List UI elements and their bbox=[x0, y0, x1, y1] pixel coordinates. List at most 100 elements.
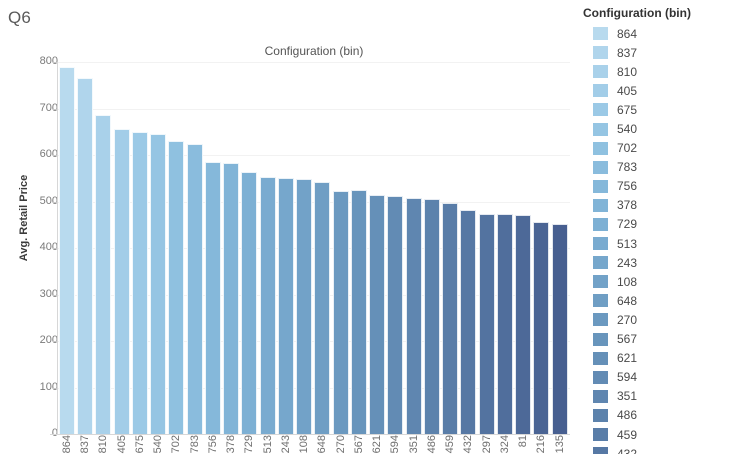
legend-item-label: 621 bbox=[617, 351, 638, 366]
legend-item-label: 351 bbox=[617, 389, 638, 404]
x-tick-label: 81 bbox=[517, 435, 530, 448]
legend-swatch-icon bbox=[593, 351, 608, 365]
worksheet-title: Q6 bbox=[8, 8, 32, 27]
bar[interactable] bbox=[186, 143, 203, 434]
x-tick-label: 216 bbox=[535, 435, 548, 454]
bar[interactable] bbox=[77, 77, 94, 434]
legend-item-label: 459 bbox=[617, 427, 638, 442]
legend-item[interactable]: 648 bbox=[583, 291, 736, 310]
bar[interactable] bbox=[296, 179, 313, 434]
legend-item[interactable]: 432 bbox=[583, 444, 736, 454]
legend-item[interactable]: 486 bbox=[583, 406, 736, 425]
legend-item[interactable]: 810 bbox=[583, 62, 736, 81]
legend-item-label: 594 bbox=[617, 370, 638, 385]
legend[interactable]: Configuration (bin) 864 837 810 405 675 540 70… bbox=[583, 6, 736, 454]
legend-item[interactable]: 756 bbox=[583, 177, 736, 196]
bar[interactable] bbox=[204, 162, 221, 434]
x-tick-label: 297 bbox=[480, 435, 493, 454]
bar[interactable] bbox=[113, 128, 130, 434]
legend-item-label: 378 bbox=[617, 198, 638, 213]
legend-item-label: 108 bbox=[617, 274, 638, 289]
legend-item[interactable]: 837 bbox=[583, 43, 736, 62]
legend-item[interactable]: 270 bbox=[583, 310, 736, 329]
bar[interactable] bbox=[551, 223, 568, 434]
x-tick-label: 243 bbox=[279, 435, 292, 454]
legend-item[interactable]: 783 bbox=[583, 158, 736, 177]
legend-item[interactable]: 243 bbox=[583, 253, 736, 272]
bar[interactable] bbox=[369, 195, 386, 434]
legend-item[interactable]: 405 bbox=[583, 81, 736, 100]
bar[interactable] bbox=[442, 203, 459, 434]
legend-item[interactable]: 459 bbox=[583, 425, 736, 444]
legend-item[interactable]: 864 bbox=[583, 24, 736, 43]
x-tick-label: 459 bbox=[444, 435, 457, 454]
legend-item[interactable]: 702 bbox=[583, 139, 736, 158]
bar[interactable] bbox=[95, 115, 112, 434]
x-tick-label: 108 bbox=[298, 435, 311, 454]
x-tick-label: 702 bbox=[170, 435, 183, 454]
y-tick-mark bbox=[53, 294, 57, 296]
legend-item-label: 756 bbox=[617, 179, 638, 194]
bar[interactable] bbox=[131, 132, 148, 434]
legend-item[interactable]: 378 bbox=[583, 196, 736, 215]
legend-swatch-icon bbox=[593, 313, 608, 327]
x-tick-label: 270 bbox=[334, 435, 347, 454]
bar[interactable] bbox=[168, 141, 185, 434]
x-axis: 864 837 810 405 675 540 702 783 756 378 729 513 243 1… bbox=[58, 435, 570, 454]
bar[interactable] bbox=[150, 134, 167, 434]
bar[interactable] bbox=[405, 197, 422, 434]
legend-item-label: 648 bbox=[617, 293, 638, 308]
bar[interactable] bbox=[533, 222, 550, 434]
legend-swatch-icon bbox=[593, 389, 608, 403]
legend-swatch-icon bbox=[593, 370, 608, 384]
legend-item[interactable]: 108 bbox=[583, 272, 736, 291]
legend-item-label: 837 bbox=[617, 45, 638, 60]
bar[interactable] bbox=[496, 214, 513, 434]
plot-area bbox=[58, 62, 570, 434]
legend-swatch-icon bbox=[593, 103, 608, 117]
legend-item[interactable]: 567 bbox=[583, 330, 736, 349]
bar[interactable] bbox=[478, 213, 495, 434]
legend-item-label: 783 bbox=[617, 160, 638, 175]
bar[interactable] bbox=[387, 196, 404, 434]
bar[interactable] bbox=[515, 214, 532, 434]
gridline bbox=[58, 294, 570, 296]
legend-item[interactable]: 594 bbox=[583, 368, 736, 387]
bar[interactable] bbox=[241, 171, 258, 434]
bar[interactable] bbox=[277, 177, 294, 434]
legend-item[interactable]: 675 bbox=[583, 100, 736, 119]
legend-item[interactable]: 540 bbox=[583, 119, 736, 138]
y-tick-label: 100 bbox=[39, 380, 58, 393]
y-tick-mark bbox=[53, 201, 57, 203]
bar[interactable] bbox=[332, 190, 349, 434]
legend-swatch-icon bbox=[593, 84, 608, 98]
legend-swatch-icon bbox=[593, 160, 608, 174]
bar[interactable] bbox=[314, 181, 331, 434]
y-axis: 0 100 200 300 400 500 600 700 800 bbox=[0, 55, 58, 439]
x-tick-label: 432 bbox=[462, 435, 475, 454]
y-tick-mark bbox=[53, 155, 57, 156]
bar[interactable] bbox=[460, 210, 477, 434]
y-tick-label: 400 bbox=[39, 241, 58, 253]
legend-item-label: 729 bbox=[617, 217, 638, 232]
bar[interactable] bbox=[223, 163, 240, 434]
legend-swatch-icon bbox=[593, 198, 608, 212]
legend-item[interactable]: 513 bbox=[583, 234, 736, 253]
y-tick-label: 500 bbox=[39, 194, 58, 207]
legend-item-label: 810 bbox=[617, 64, 638, 79]
legend-item-label: 675 bbox=[617, 102, 638, 117]
x-axis-line bbox=[50, 434, 570, 435]
gridline bbox=[58, 62, 570, 63]
legend-item-label: 270 bbox=[617, 312, 638, 327]
legend-item[interactable]: 621 bbox=[583, 349, 736, 368]
bar[interactable] bbox=[350, 190, 367, 434]
y-tick-mark bbox=[53, 341, 57, 342]
bar[interactable] bbox=[259, 176, 276, 434]
legend-item[interactable]: 729 bbox=[583, 215, 736, 234]
legend-item[interactable]: 351 bbox=[583, 387, 736, 406]
legend-swatch-icon bbox=[593, 122, 608, 136]
bar[interactable] bbox=[423, 198, 440, 434]
legend-swatch-icon bbox=[593, 179, 608, 193]
bar[interactable] bbox=[58, 67, 75, 434]
